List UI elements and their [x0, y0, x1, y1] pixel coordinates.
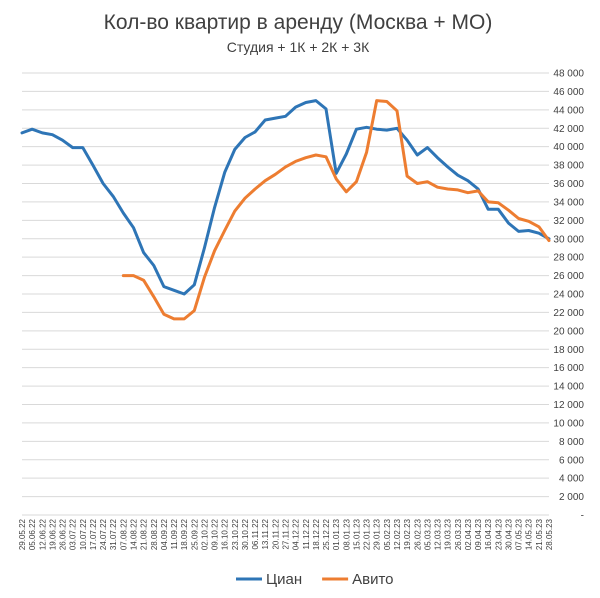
y-tick-label: 42 000 [553, 124, 584, 135]
x-tick-label: 29.01.23 [373, 518, 382, 550]
x-tick-label: 19.03.23 [444, 518, 453, 550]
y-tick-label: 6 000 [559, 455, 584, 466]
x-tick-label: 29.05.22 [18, 518, 27, 550]
x-tick-label: 05.06.22 [28, 518, 37, 550]
x-tick-label: 13.11.22 [261, 518, 270, 549]
gridlines [22, 72, 549, 516]
x-tick-label: 05.03.23 [423, 518, 432, 550]
y-tick-label: 24 000 [553, 290, 584, 301]
x-tick-label: 28.05.23 [545, 518, 554, 550]
y-tick-label: 10 000 [553, 418, 584, 429]
y-tick-label: 28 000 [553, 253, 584, 264]
legend: Циан Авито [236, 571, 394, 588]
x-tick-label: 24.07.22 [99, 518, 108, 550]
legend-label: Циан [266, 571, 302, 588]
x-tick-label: 11.09.22 [170, 518, 179, 549]
x-tick-label: 23.04.23 [494, 518, 503, 550]
series-line-циан [20, 99, 551, 296]
x-tick-label: 12.03.23 [434, 518, 443, 550]
x-tick-label: 09.10.22 [211, 518, 220, 550]
x-tick-label: 08.01.23 [342, 518, 351, 550]
y-tick-label: 46 000 [553, 87, 584, 98]
y-tick-label: 30 000 [553, 234, 584, 245]
x-tick-label: 19.06.22 [48, 518, 57, 550]
x-tick-label: 26.03.23 [454, 518, 463, 550]
y-tick-label: 14 000 [553, 382, 584, 393]
y-tick-label: 34 000 [553, 197, 584, 208]
y-axis-ticks: - 2 000 4 000 6 000 8 000 10 000 12 000 14 000 1… [553, 69, 584, 522]
x-tick-label: 17.07.22 [89, 518, 98, 550]
series-lines [20, 99, 551, 321]
x-tick-label: 12.06.22 [38, 518, 47, 550]
x-tick-label: 21.05.23 [535, 518, 544, 550]
x-tick-label: 22.01.23 [363, 518, 372, 550]
x-tick-label: 20.11.22 [271, 518, 280, 549]
y-tick-label: - [581, 511, 584, 522]
x-tick-label: 14.05.23 [525, 518, 534, 550]
legend-label: Авито [352, 571, 393, 588]
x-tick-label: 25.12.22 [322, 518, 331, 550]
x-tick-label: 15.01.23 [352, 518, 361, 550]
x-tick-label: 14.08.22 [129, 518, 138, 550]
chart-subtitle: Студия + 1К + 2К + 3К [227, 39, 370, 55]
x-tick-label: 16.10.22 [221, 518, 230, 550]
x-tick-label: 06.11.22 [251, 518, 260, 549]
x-tick-label: 26.06.22 [59, 518, 68, 550]
x-tick-label: 01.01.23 [332, 518, 341, 550]
x-tick-label: 07.05.23 [515, 518, 524, 550]
x-tick-label: 16.04.23 [484, 518, 493, 550]
x-tick-label: 11.12.22 [302, 518, 311, 549]
x-tick-label: 04.09.22 [160, 518, 169, 550]
y-tick-label: 32 000 [553, 216, 584, 227]
y-tick-label: 8 000 [559, 437, 584, 448]
y-tick-label: 26 000 [553, 271, 584, 282]
y-tick-label: 20 000 [553, 326, 584, 337]
x-tick-label: 28.08.22 [150, 518, 159, 550]
x-tick-label: 30.04.23 [504, 518, 513, 550]
y-tick-label: 22 000 [553, 308, 584, 319]
x-tick-label: 04.12.22 [292, 518, 301, 550]
x-tick-label: 10.07.22 [79, 518, 88, 550]
y-tick-label: 4 000 [559, 474, 584, 485]
x-tick-label: 30.10.22 [241, 518, 250, 550]
chart-title: Кол-во квартир в аренду (Москва + МО) [104, 11, 493, 34]
y-tick-label: 16 000 [553, 363, 584, 374]
x-tick-label: 25.09.22 [190, 518, 199, 550]
y-tick-label: 38 000 [553, 161, 584, 172]
y-tick-label: 48 000 [553, 69, 584, 80]
x-axis-ticks: 29.05.22 05.06.22 12.06.22 19.06.22 26.06.22… [18, 518, 554, 550]
x-tick-label: 19.02.23 [403, 518, 412, 550]
x-tick-label: 09.04.23 [474, 518, 483, 550]
x-tick-label: 23.10.22 [231, 518, 240, 550]
x-tick-label: 03.07.22 [69, 518, 78, 550]
x-tick-label: 31.07.22 [109, 518, 118, 550]
x-tick-label: 07.08.22 [119, 518, 128, 550]
x-tick-label: 05.02.23 [383, 518, 392, 550]
y-tick-label: 44 000 [553, 105, 584, 116]
x-tick-label: 18.09.22 [180, 518, 189, 550]
series-line-авито [121, 99, 551, 321]
y-tick-label: 18 000 [553, 345, 584, 356]
x-tick-label: 02.04.23 [464, 518, 473, 550]
x-tick-label: 12.02.23 [393, 518, 402, 550]
x-tick-label: 02.10.22 [200, 518, 209, 550]
y-tick-label: 36 000 [553, 179, 584, 190]
y-tick-label: 40 000 [553, 142, 584, 153]
y-tick-label: 2 000 [559, 492, 584, 503]
y-tick-label: 12 000 [553, 400, 584, 411]
x-tick-label: 18.12.22 [312, 518, 321, 550]
x-tick-label: 21.08.22 [140, 518, 149, 550]
x-tick-label: 26.02.23 [413, 518, 422, 550]
x-tick-label: 27.11.22 [282, 518, 291, 549]
